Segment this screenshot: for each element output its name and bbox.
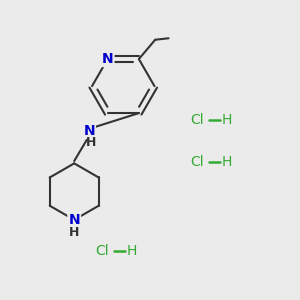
- Text: Cl: Cl: [96, 244, 109, 258]
- Text: N: N: [68, 213, 80, 227]
- Text: Cl: Cl: [191, 155, 204, 169]
- Text: H: H: [69, 226, 80, 239]
- Text: H: H: [86, 136, 97, 149]
- Text: Cl: Cl: [191, 113, 204, 127]
- Text: N: N: [102, 52, 113, 66]
- Text: H: H: [127, 244, 137, 258]
- Text: N: N: [83, 124, 95, 138]
- Text: H: H: [222, 113, 232, 127]
- Text: H: H: [222, 155, 232, 169]
